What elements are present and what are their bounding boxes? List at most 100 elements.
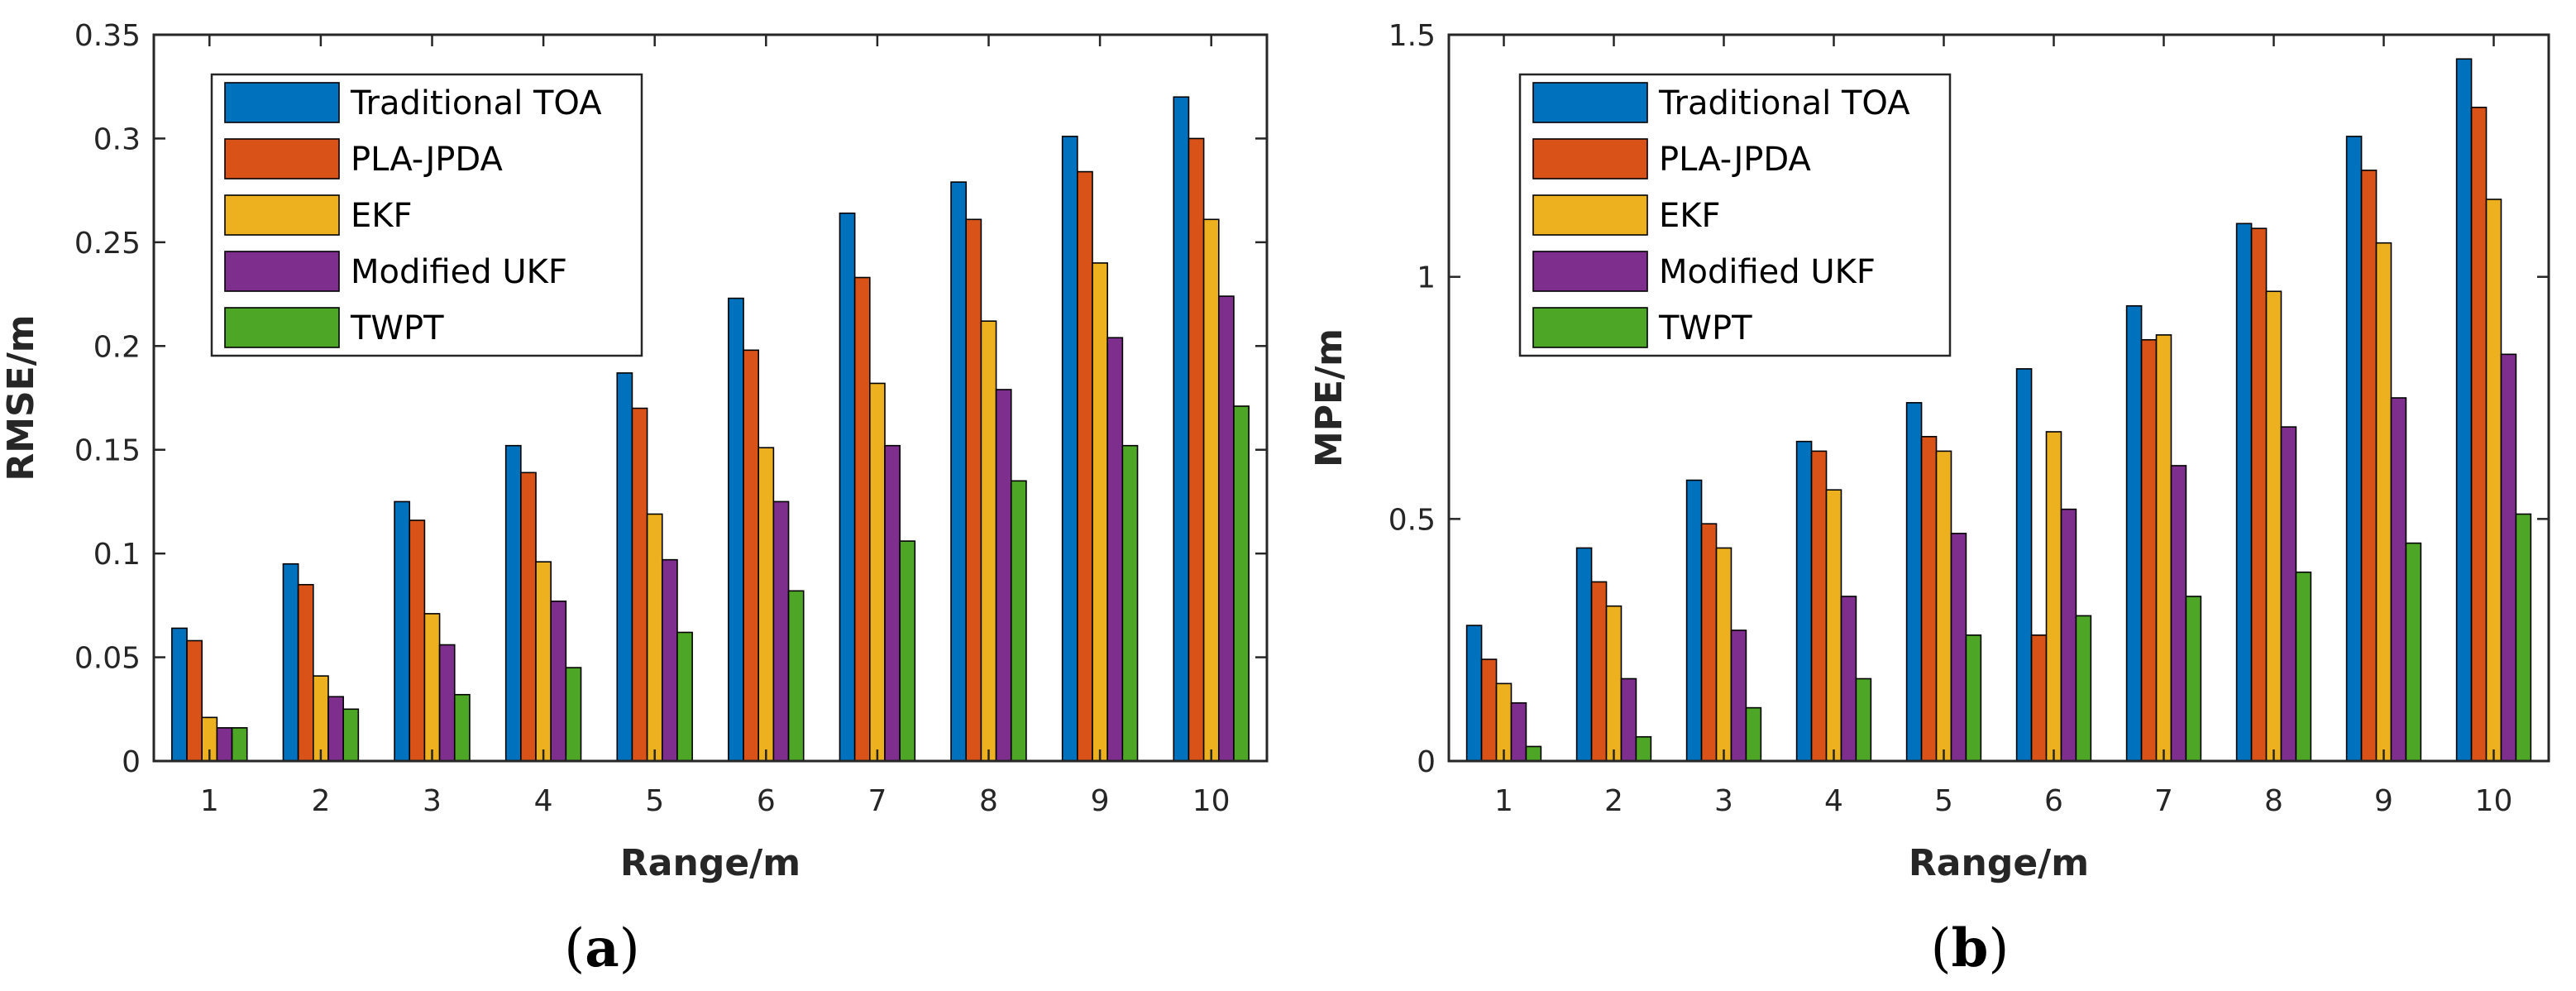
bar-ekf-10 bbox=[2485, 199, 2502, 762]
y-axis-label: RMSE/m bbox=[0, 314, 42, 481]
bar-pla-jpda-3 bbox=[409, 519, 426, 762]
bar-ekf-1 bbox=[1495, 682, 1513, 762]
bar-pla-jpda-4 bbox=[520, 472, 537, 762]
bar-ekf-8 bbox=[2265, 290, 2282, 762]
x-tick-label: 7 bbox=[867, 784, 887, 818]
bar-modified-ukf-10 bbox=[2500, 353, 2517, 762]
y-tick-label: 0.35 bbox=[74, 19, 141, 53]
legend-label: TWPT bbox=[1658, 309, 1752, 347]
y-tick-label: 0 bbox=[122, 745, 141, 779]
bar-twpt-10 bbox=[1233, 405, 1250, 762]
legend-swatch bbox=[224, 82, 340, 123]
bar-pla-jpda-7 bbox=[853, 276, 871, 762]
bar-traditional-toa-7 bbox=[2125, 304, 2143, 762]
bar-ekf-6 bbox=[758, 447, 775, 762]
bar-twpt-3 bbox=[453, 693, 471, 762]
bar-twpt-8 bbox=[2295, 571, 2312, 762]
bar-twpt-6 bbox=[787, 590, 805, 762]
x-tick-label: 2 bbox=[1604, 784, 1623, 818]
bar-twpt-3 bbox=[1745, 706, 1762, 762]
bar-traditional-toa-5 bbox=[616, 372, 633, 762]
bar-twpt-5 bbox=[1965, 634, 1982, 762]
bar-twpt-9 bbox=[2405, 542, 2422, 762]
bar-modified-ukf-6 bbox=[2060, 508, 2077, 762]
bar-twpt-9 bbox=[1121, 444, 1139, 762]
x-axis-label: Range/m bbox=[620, 842, 801, 884]
bar-twpt-7 bbox=[2185, 596, 2202, 762]
bar-modified-ukf-4 bbox=[550, 601, 567, 762]
x-tick-label: 6 bbox=[757, 784, 776, 818]
x-tick-label: 4 bbox=[1824, 784, 1843, 818]
panel-caption: (b) bbox=[1931, 917, 2010, 979]
bar-twpt-7 bbox=[899, 540, 916, 762]
legend-swatch bbox=[224, 251, 340, 292]
y-tick-label: 1 bbox=[1417, 261, 1436, 295]
bar-ekf-5 bbox=[1935, 450, 1952, 762]
legend-label: PLA-JPDA bbox=[1659, 141, 1811, 179]
bar-twpt-4 bbox=[1855, 677, 1872, 762]
bar-traditional-toa-1 bbox=[1465, 625, 1483, 762]
bar-ekf-2 bbox=[313, 675, 329, 762]
y-tick-label: 0.1 bbox=[93, 538, 141, 572]
y-axis-label: MPE/m bbox=[1308, 328, 1350, 467]
y-tick-label: 0.3 bbox=[93, 122, 141, 156]
y-tick-label: 1.5 bbox=[1388, 19, 1436, 53]
bar-pla-jpda-9 bbox=[1077, 170, 1093, 762]
bar-traditional-toa-9 bbox=[1061, 136, 1078, 762]
bar-modified-ukf-4 bbox=[1840, 596, 1857, 762]
bar-ekf-3 bbox=[423, 613, 441, 762]
bar-ekf-9 bbox=[1092, 262, 1108, 762]
legend-swatch bbox=[1532, 251, 1648, 292]
legend-label: Modified UKF bbox=[351, 253, 567, 291]
bar-traditional-toa-5 bbox=[1905, 402, 1923, 762]
bar-twpt-5 bbox=[676, 631, 693, 762]
bar-modified-ukf-10 bbox=[1217, 295, 1235, 762]
x-tick-label: 6 bbox=[2044, 784, 2063, 818]
legend-swatch bbox=[224, 307, 340, 348]
panel-a: 0 0.05 0.1 0.15 0.2 0.25 0.3 0.35 1 2 3 4 5 6 7 8 9 10 Ran… bbox=[0, 19, 1269, 979]
bar-ekf-8 bbox=[980, 320, 997, 762]
bar-ekf-2 bbox=[1605, 605, 1623, 762]
legend-label: Traditional TOA bbox=[350, 84, 602, 122]
bar-ekf-5 bbox=[646, 513, 663, 762]
legend-label: EKF bbox=[1659, 197, 1721, 235]
legend-label: PLA-JPDA bbox=[351, 141, 503, 179]
legend-label: TWPT bbox=[350, 309, 444, 347]
bar-modified-ukf-1 bbox=[216, 727, 233, 762]
x-tick-label: 7 bbox=[2154, 784, 2173, 818]
x-tick-label: 9 bbox=[2374, 784, 2393, 818]
bar-ekf-3 bbox=[1715, 547, 1732, 762]
x-tick-label: 1 bbox=[1494, 784, 1513, 818]
x-tick-label: 1 bbox=[200, 784, 219, 818]
bar-pla-jpda-10 bbox=[2470, 107, 2488, 762]
bar-ekf-7 bbox=[869, 382, 886, 762]
axes-box bbox=[1447, 33, 2550, 763]
bar-modified-ukf-8 bbox=[2280, 426, 2297, 762]
bar-twpt-2 bbox=[342, 708, 360, 762]
bar-pla-jpda-9 bbox=[2360, 170, 2378, 762]
bar-modified-ukf-2 bbox=[327, 696, 344, 762]
legend-label: Modified UKF bbox=[1659, 253, 1876, 291]
bar-traditional-toa-1 bbox=[171, 627, 188, 762]
bar-pla-jpda-6 bbox=[2030, 634, 2048, 762]
bar-twpt-6 bbox=[2075, 615, 2092, 762]
bar-pla-jpda-4 bbox=[1810, 450, 1828, 762]
bar-traditional-toa-2 bbox=[282, 563, 299, 762]
x-tick-label: 5 bbox=[1934, 784, 1953, 818]
bar-modified-ukf-8 bbox=[995, 389, 1012, 762]
bar-traditional-toa-4 bbox=[504, 444, 522, 762]
bar-traditional-toa-6 bbox=[728, 297, 744, 762]
x-tick-label: 8 bbox=[2264, 784, 2283, 818]
y-tick-label: 0.05 bbox=[74, 642, 141, 676]
bar-traditional-toa-10 bbox=[2455, 58, 2473, 762]
legend-swatch bbox=[1532, 194, 1648, 236]
bar-traditional-toa-2 bbox=[1575, 547, 1593, 762]
bar-ekf-9 bbox=[2375, 242, 2392, 762]
legend-swatch bbox=[224, 138, 340, 180]
bar-traditional-toa-9 bbox=[2345, 136, 2363, 762]
bar-modified-ukf-6 bbox=[772, 500, 790, 762]
panel-caption: (a) bbox=[564, 917, 639, 979]
bar-pla-jpda-10 bbox=[1188, 137, 1205, 762]
panel-b: 0 0.5 1 1.5 1 2 3 4 5 6 7 8 9 10 Range/m MPE/m Tradition… bbox=[1308, 19, 2550, 979]
